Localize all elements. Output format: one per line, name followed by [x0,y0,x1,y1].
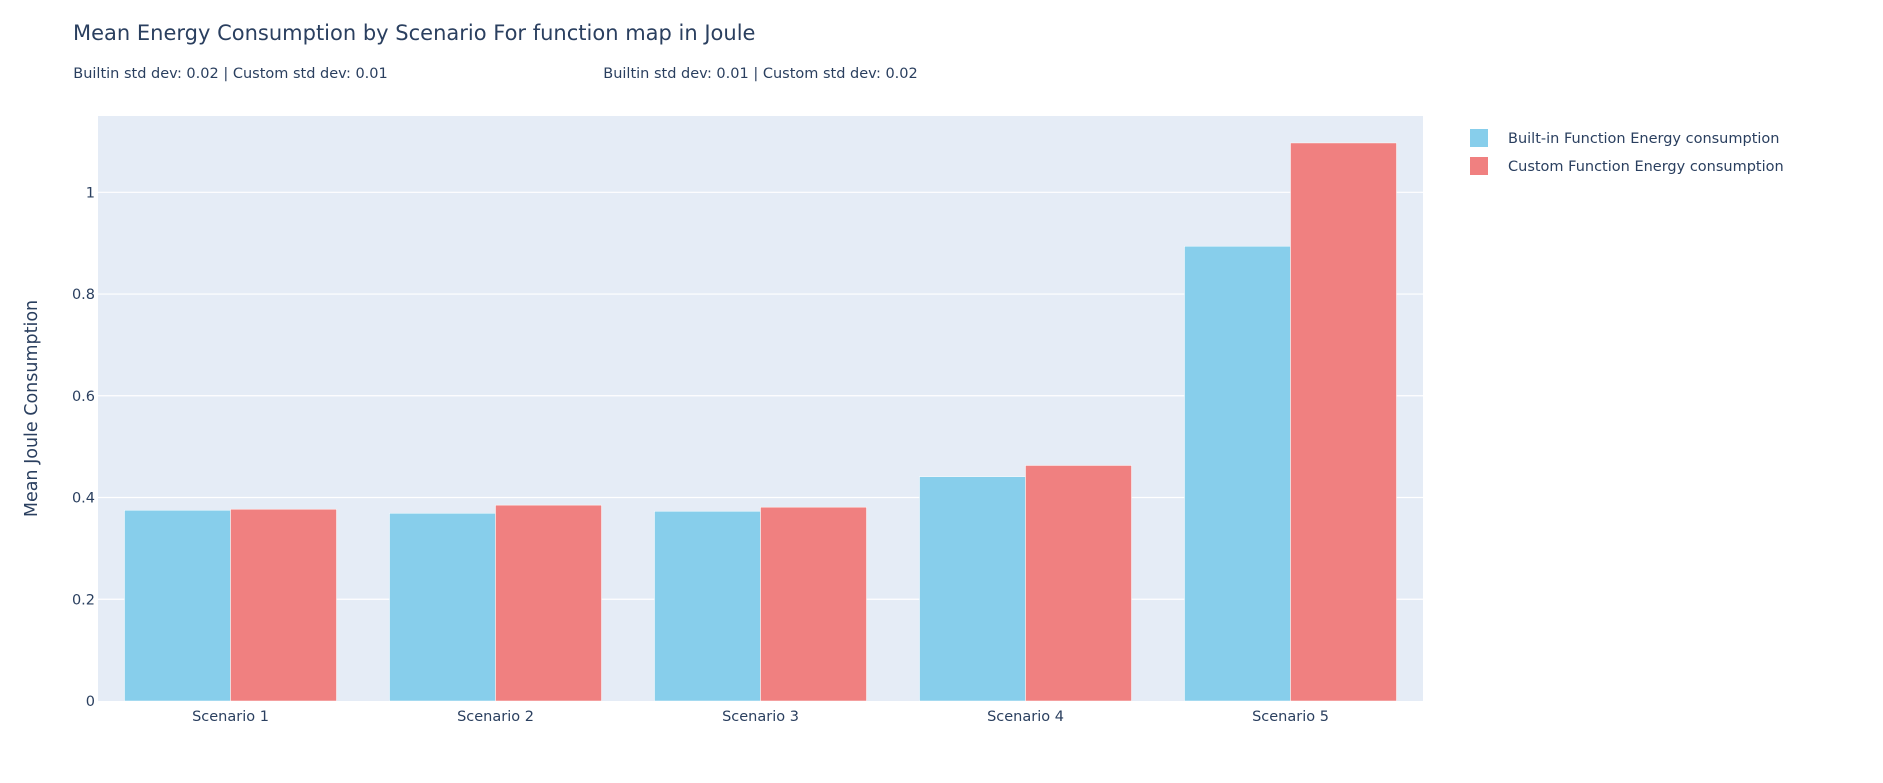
y-axis-title: Mean Joule Consumption [22,300,42,517]
bar [1290,142,1397,702]
legend-label: Custom Function Energy consumption [1508,159,1784,175]
x-tick-label: Scenario 5 [1252,709,1329,725]
x-axis-ticks: Scenario 1 Scenario 2 Scenario 3 Scenario 4… [192,709,1329,725]
x-tick-label: Scenario 2 [457,709,534,725]
y-tick-label: 1 [86,185,95,201]
legend-swatch [1470,129,1488,147]
x-tick-label: Scenario 3 [722,709,799,725]
legend-swatch [1470,157,1488,175]
bars [124,142,1397,702]
bar [919,476,1026,702]
y-tick-label: 0 [86,694,95,710]
bar [1025,465,1132,702]
chart-title: Mean Energy Consumption by Scenario For … [73,21,755,45]
bar [760,506,867,702]
annotation-label: Builtin std dev: 0.02 | Custom std dev: … [73,66,387,82]
x-tick-label: Scenario 4 [987,709,1064,725]
bar [1184,245,1291,702]
y-axis-ticks: 0 0.2 0.4 0.6 0.8 1 [72,185,95,710]
annotation-label: Builtin std dev: 0.01 | Custom std dev: … [603,66,917,82]
bar [124,509,231,702]
legend-label: Built-in Function Energy consumption [1508,131,1779,147]
y-tick-label: 0.6 [72,389,95,405]
y-tick-label: 0.2 [72,592,95,608]
x-tick-label: Scenario 1 [192,709,269,725]
annotations: Builtin std dev: 0.02 | Custom std dev: … [73,66,917,82]
y-tick-label: 0.4 [72,491,95,507]
bar [495,504,602,702]
bar [230,508,337,702]
bar [389,513,496,702]
legend: Built-in Function Energy consumption Cust… [1470,129,1784,175]
y-tick-label: 0.8 [72,287,95,303]
bar [654,511,761,702]
